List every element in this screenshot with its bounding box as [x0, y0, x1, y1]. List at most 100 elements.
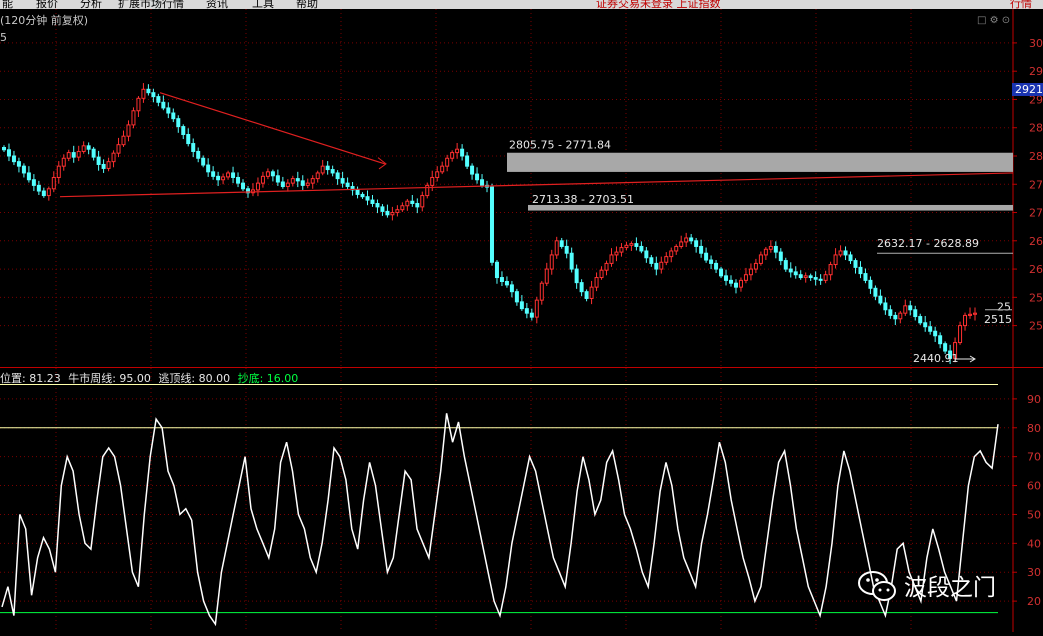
candle-body — [325, 165, 330, 171]
candle-body — [16, 161, 21, 167]
candle-body — [778, 251, 783, 262]
candle-body — [66, 152, 71, 159]
candle-body — [509, 284, 514, 293]
y-tick-label: 26 — [1029, 263, 1043, 276]
price-chart[interactable]: 25 25 26 26 27 27 28 28 29 29 30 2805.75 - 2771.84 2… — [0, 9, 1043, 368]
candle-body — [280, 181, 285, 188]
candle-body — [320, 165, 325, 174]
candle-body — [489, 186, 494, 263]
candle-body — [634, 243, 639, 247]
candle-body — [928, 326, 933, 332]
candle-body — [385, 210, 390, 216]
candle-body — [659, 261, 664, 270]
candle-body — [470, 165, 475, 175]
support-trendline — [59, 172, 1014, 198]
y-tick-label: 40 — [1027, 537, 1041, 550]
legend-position: 位置: 81.23 — [0, 372, 61, 385]
menu-item-analysis[interactable]: 分析 — [80, 0, 102, 9]
candle-body — [435, 171, 440, 178]
candle-body — [11, 155, 16, 163]
indicator-chart[interactable]: 20 30 40 50 60 70 80 90 — [0, 368, 1043, 632]
candle-body — [375, 202, 380, 208]
menu-item-help[interactable]: 帮助 — [296, 0, 318, 9]
candle-body — [943, 343, 948, 352]
candle-body — [604, 262, 609, 271]
candle-body — [599, 269, 604, 279]
candle-body — [539, 282, 544, 301]
chart-subheader: 5 — [0, 31, 7, 44]
candle-body — [858, 266, 863, 275]
candle-body — [480, 179, 485, 186]
candle-body — [41, 190, 46, 197]
menu-item-tools[interactable]: 工具 — [252, 0, 274, 9]
candle-body — [758, 254, 763, 264]
candle-body — [958, 325, 963, 344]
y-tick-label: 90 — [1027, 393, 1041, 406]
indicator-panel[interactable]: 20 30 40 50 60 70 80 90 位置: 81.23 牛市周线: 95.00 逃… — [0, 368, 1043, 632]
annotation-zone-lower: 2713.38 - 2703.51 — [532, 193, 634, 206]
candle-body — [888, 309, 893, 316]
candle-body — [26, 172, 31, 181]
y-tick-label: 28 — [1029, 122, 1043, 135]
candle-body — [156, 96, 161, 103]
candle-body — [420, 195, 425, 208]
price-chart-panel[interactable]: 25 25 26 26 27 27 28 28 29 29 30 2805.75 - 2771.84 2… — [0, 9, 1043, 368]
window-control-icons: □ ⚙ ⊙ — [977, 15, 1011, 26]
quotes-button[interactable]: 行情 — [1010, 0, 1032, 9]
candle-body — [81, 145, 86, 152]
candle-body — [679, 241, 684, 247]
candle-body — [370, 199, 375, 204]
candle-body — [425, 184, 430, 197]
annotation-level: 2632.17 - 2628.89 — [877, 237, 979, 250]
candle-body — [798, 274, 803, 279]
candle-body — [51, 176, 56, 190]
candle-body — [529, 312, 534, 318]
candle-body — [345, 182, 350, 188]
y-tick-label: 29 — [1029, 65, 1043, 78]
candle-body — [131, 110, 136, 126]
candle-body — [968, 313, 973, 316]
watermark-text: 波段之门 — [904, 575, 996, 601]
candle-body — [549, 254, 554, 270]
candle-body — [445, 157, 450, 167]
candle-body — [519, 301, 524, 310]
candle-body — [624, 244, 629, 249]
candle-body — [863, 273, 868, 281]
candle-body — [569, 252, 574, 270]
candle-body — [285, 182, 290, 188]
candle-body — [504, 281, 509, 286]
candle-body — [559, 240, 564, 247]
candle-body — [843, 250, 848, 256]
candle-body — [191, 143, 196, 152]
candle-body — [828, 264, 833, 276]
candle-body — [514, 291, 519, 303]
candle-body — [534, 299, 539, 318]
wechat-icon — [858, 571, 896, 601]
candle-body — [330, 169, 335, 174]
candle-body — [440, 165, 445, 173]
candle-body — [410, 200, 415, 204]
menu-item-extended-market[interactable]: 扩展市场行情 — [118, 0, 184, 9]
candle-body — [21, 165, 26, 174]
legend-escape-line: 逃顶线: 80.00 — [158, 372, 231, 385]
candle-body — [813, 277, 818, 280]
candle-body — [738, 279, 743, 288]
candle-body — [56, 165, 61, 178]
candle-body — [868, 279, 873, 289]
menu-item-news[interactable]: 资讯 — [206, 0, 228, 9]
menu-item-quotes[interactable]: 报价 — [36, 0, 58, 9]
candle-body — [166, 107, 171, 114]
candle-body — [315, 172, 320, 180]
candle-body — [913, 309, 918, 318]
candle-body — [918, 316, 923, 324]
candle-body — [853, 260, 858, 268]
candle-body — [71, 152, 76, 158]
candle-body — [963, 314, 968, 327]
candle-body — [644, 250, 649, 259]
candle-body — [171, 112, 176, 120]
menu-item-function[interactable]: 能 — [2, 0, 13, 9]
candle-body — [46, 188, 51, 197]
candle-body — [126, 124, 131, 137]
candle-body — [295, 178, 300, 182]
candle-body — [823, 274, 828, 281]
